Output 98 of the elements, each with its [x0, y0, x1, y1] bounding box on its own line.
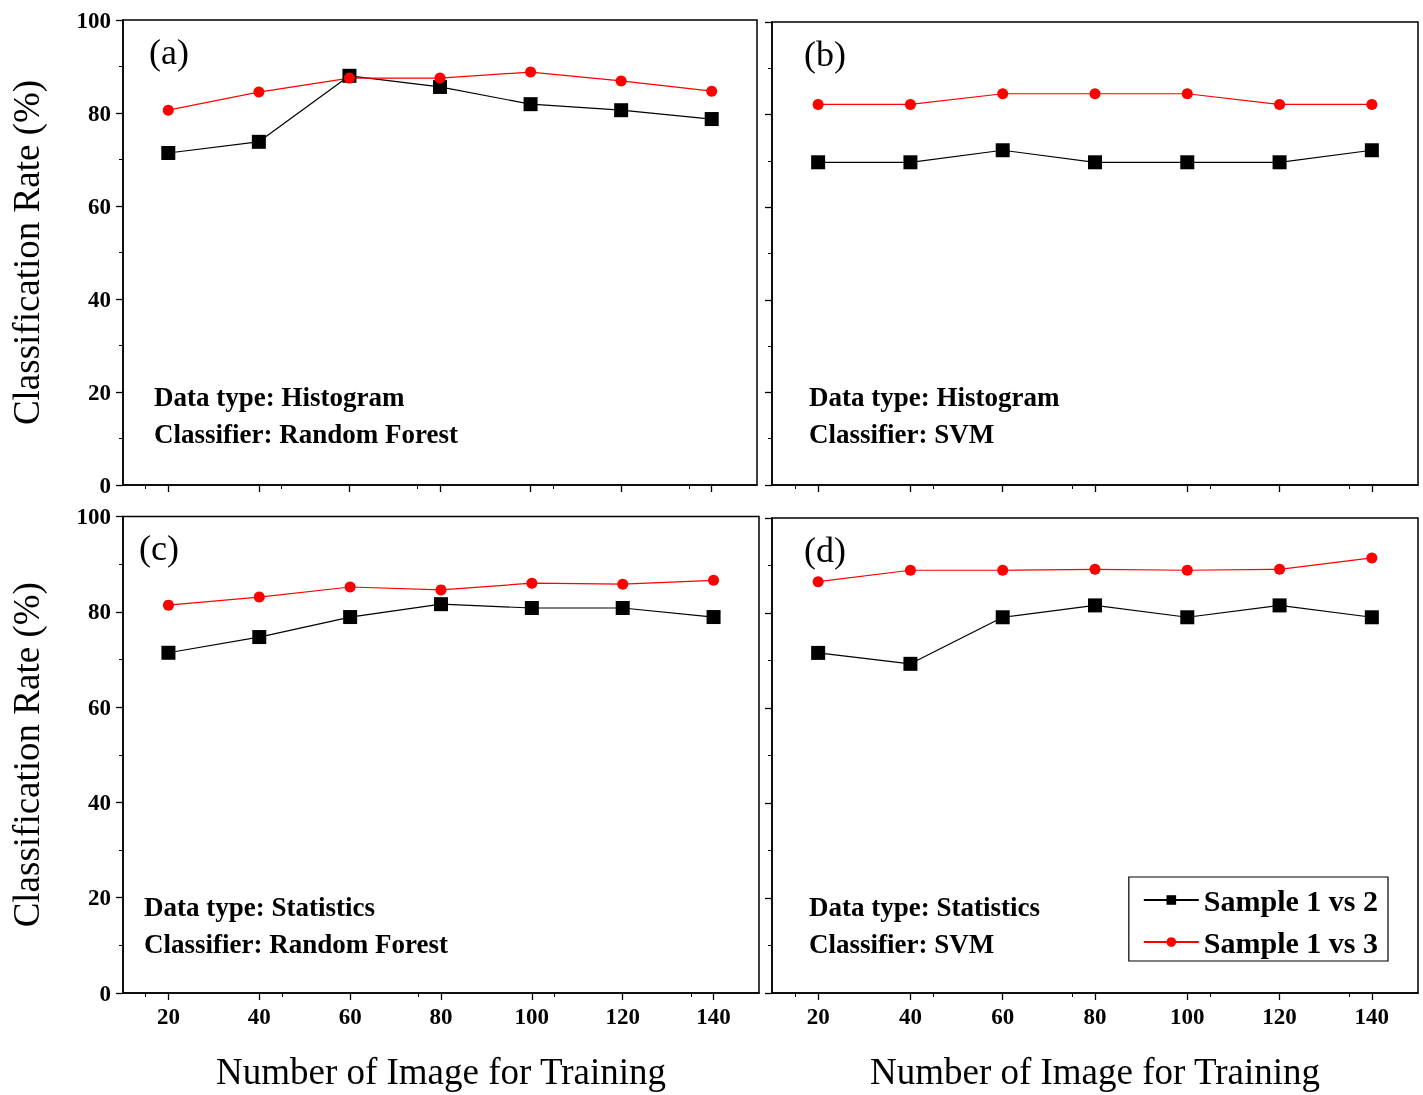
- annotation: (b): [804, 34, 846, 74]
- point: [343, 610, 358, 625]
- y-tick-label: 20: [88, 379, 111, 405]
- point: [1181, 88, 1193, 100]
- point: [704, 112, 719, 127]
- point: [812, 98, 824, 110]
- point: [1089, 88, 1101, 100]
- point: [434, 597, 448, 612]
- point: [1364, 610, 1379, 625]
- point: [706, 610, 721, 625]
- point: [615, 600, 630, 615]
- point: [253, 591, 265, 603]
- legend-label: Sample 1 vs 2: [1203, 883, 1378, 917]
- legend-label: Sample 1 vs 3: [1203, 925, 1378, 959]
- point: [435, 584, 447, 596]
- point: [344, 581, 356, 593]
- point: [251, 134, 266, 149]
- y-tick-label: 20: [88, 885, 111, 911]
- point: [1089, 563, 1101, 575]
- y-tick-label: 40: [88, 789, 111, 815]
- annotation: (c): [139, 528, 179, 568]
- x-tick-label: 40: [898, 1004, 922, 1029]
- annotation: Data type: Histogram: [154, 381, 405, 412]
- point: [995, 143, 1010, 158]
- point: [253, 86, 265, 98]
- y-axis-title: Classification Rate (%): [6, 79, 48, 426]
- x-tick-label: 80: [429, 1004, 453, 1029]
- point: [811, 645, 826, 660]
- annotation: Classifier: SVM: [809, 928, 995, 959]
- point: [903, 155, 918, 170]
- point: [161, 145, 176, 160]
- x-tick-label: 80: [1083, 1004, 1107, 1029]
- point: [343, 72, 355, 84]
- point: [1180, 610, 1195, 625]
- point: [162, 599, 174, 611]
- annotation: Data type: Statistics: [144, 891, 375, 922]
- point: [161, 645, 176, 660]
- point: [162, 104, 174, 116]
- point: [525, 66, 537, 78]
- x-tick-label: 20: [806, 1004, 830, 1029]
- x-tick-label: 20: [156, 1004, 180, 1029]
- point: [812, 576, 824, 588]
- point: [1366, 552, 1378, 564]
- point: [615, 75, 627, 87]
- x-tick-label: 120: [1262, 1004, 1297, 1029]
- y-tick-label: 80: [88, 599, 111, 625]
- x-tick-label: 60: [991, 1004, 1015, 1029]
- point: [1364, 143, 1379, 158]
- point: [523, 97, 538, 112]
- annotation: Data type: Statistics: [809, 891, 1040, 922]
- point: [997, 88, 1009, 100]
- point: [617, 578, 629, 590]
- annotation: (a): [149, 32, 189, 72]
- y-tick-label: 0: [99, 472, 111, 498]
- y-tick-label: 60: [88, 193, 111, 219]
- x-tick-label: 140: [1354, 1004, 1390, 1029]
- x-tick-label: 100: [514, 1004, 550, 1029]
- point: [1272, 598, 1287, 613]
- point: [614, 103, 629, 118]
- point: [708, 574, 720, 586]
- point: [706, 85, 718, 97]
- point: [997, 564, 1009, 576]
- point: [904, 564, 916, 576]
- x-tick-label: 140: [696, 1004, 731, 1029]
- x-tick-label: 40: [247, 1004, 271, 1029]
- y-tick-label: 60: [88, 694, 111, 720]
- point: [1272, 155, 1287, 170]
- y-tick-label: 0: [99, 980, 111, 1006]
- point: [1088, 155, 1102, 170]
- point: [526, 577, 538, 589]
- annotation: Data type: Histogram: [809, 381, 1060, 412]
- y-tick-label: 40: [88, 286, 111, 312]
- point: [811, 155, 826, 170]
- annotation: Classifier: SVM: [809, 418, 995, 449]
- point: [434, 72, 446, 84]
- point: [1180, 155, 1195, 170]
- point: [252, 630, 267, 645]
- x-axis-title: Number of Image for Training: [869, 1051, 1321, 1092]
- y-tick-label: 100: [76, 504, 111, 529]
- annotation: Classifier: Random Forest: [154, 418, 458, 449]
- point: [1274, 98, 1286, 110]
- point: [995, 610, 1010, 625]
- x-tick-label: 100: [1170, 1004, 1205, 1029]
- y-tick-label: 100: [76, 7, 111, 33]
- point: [903, 656, 918, 671]
- point: [1366, 98, 1378, 110]
- y-axis-title: Classification Rate (%): [6, 582, 48, 928]
- annotation: Classifier: Random Forest: [144, 928, 448, 959]
- point: [1181, 564, 1193, 576]
- x-axis-title: Number of Image for Training: [215, 1051, 667, 1092]
- point: [1274, 563, 1286, 575]
- point: [1088, 598, 1102, 613]
- annotation: (d): [804, 530, 846, 570]
- x-tick-label: 120: [605, 1004, 640, 1029]
- x-tick-label: 60: [338, 1004, 362, 1029]
- point: [524, 600, 539, 615]
- point: [904, 98, 916, 110]
- y-tick-label: 80: [88, 100, 111, 126]
